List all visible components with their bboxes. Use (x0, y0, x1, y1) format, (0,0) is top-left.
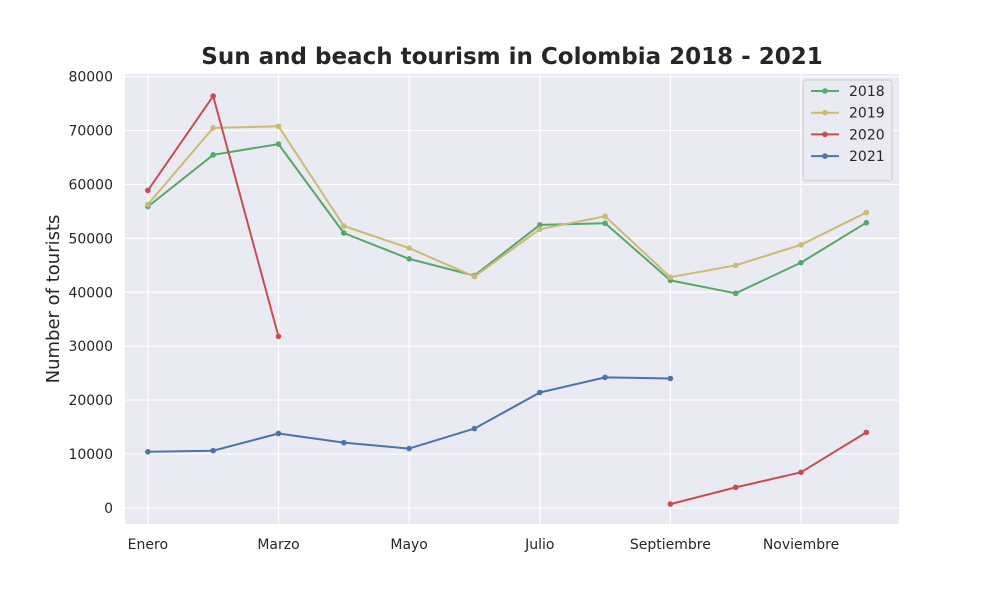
x-tick-label: Septiembre (630, 537, 711, 553)
y-tick-label: 50000 (68, 231, 113, 247)
legend-label-2018: 2018 (849, 84, 885, 100)
series-2020-line (669, 431, 868, 506)
series-2021 (145, 374, 674, 455)
legend-label-2021: 2021 (849, 149, 885, 165)
series-2020-point (275, 333, 282, 340)
series-2019-point (863, 209, 870, 216)
series-2021-point (341, 439, 347, 446)
series-2021-point (210, 447, 216, 454)
series-2020 (145, 93, 870, 507)
chart-title: Sun and beach tourism in Colombia 2018 -… (201, 44, 822, 70)
series-2021-point (667, 375, 674, 382)
legend-marker-2021 (822, 153, 828, 159)
series-2018-point (536, 222, 543, 228)
series-2020-point (863, 429, 870, 436)
series-2018-line (146, 143, 868, 295)
x-tick-label: Julio (524, 537, 554, 553)
legend-label-2019: 2019 (849, 106, 885, 122)
series-2019-point (602, 213, 608, 220)
legend-marker-2019 (822, 109, 828, 116)
series-2021-point (536, 389, 543, 396)
y-tick-label: 20000 (68, 393, 113, 409)
axes: 0 10000 20000 30000 40000 50000 60000 70000 8000… (68, 70, 839, 553)
series-2019-point (732, 262, 739, 269)
series-2019-line (146, 125, 868, 279)
y-tick-label: 80000 (68, 70, 113, 86)
series-2021-point (145, 448, 151, 455)
series-2020-point (667, 501, 674, 507)
series-2021-point (275, 430, 282, 437)
plot-area (125, 74, 899, 524)
series-2019-point (275, 123, 282, 130)
series-2019-point (536, 226, 543, 233)
y-tick-label: 10000 (68, 447, 113, 463)
y-tick-label: 60000 (68, 177, 113, 193)
series-2019-point (341, 223, 347, 229)
series-2020-point (732, 484, 739, 491)
y-tick-label: 40000 (68, 285, 113, 301)
series-2019-point (210, 125, 216, 131)
y-tick-label: 0 (104, 501, 113, 517)
series-2021-point (471, 425, 478, 432)
x-tick-label: Noviembre (763, 537, 839, 553)
series-2018-point (275, 141, 282, 147)
series-2020-point (145, 187, 151, 194)
series-2018-point (406, 256, 412, 262)
series-group (145, 93, 870, 507)
series-2018-point (798, 259, 804, 266)
legend: 2018 2019 2020 2021 (802, 79, 893, 182)
grid (125, 74, 899, 524)
series-2019-point (471, 273, 478, 280)
series-2021-point (406, 445, 412, 452)
series-2019-point (145, 201, 151, 208)
series-2018-point (210, 152, 216, 158)
legend-marker-2020 (822, 131, 828, 138)
series-2019-point (406, 245, 412, 251)
legend-label-2020: 2020 (849, 127, 885, 143)
series-2018-point (341, 230, 347, 236)
series-2018-point (732, 290, 739, 297)
y-tick-label: 30000 (68, 339, 113, 355)
series-2020-point (210, 93, 216, 99)
x-tick-label: Enero (128, 537, 168, 553)
series-2019 (145, 123, 870, 280)
series-2021-point (602, 374, 608, 381)
series-2018-point (602, 220, 608, 227)
y-axis-label: Number of tourists (43, 215, 64, 384)
y-tick-label: 70000 (68, 124, 113, 140)
series-2020-point (798, 469, 804, 476)
x-tick-label: Mayo (390, 537, 428, 553)
series-2018-point (863, 219, 870, 226)
series-2019-point (667, 274, 674, 280)
legend-marker-2018 (822, 88, 828, 94)
x-tick-label: Marzo (257, 537, 299, 553)
series-2019-point (798, 242, 804, 248)
